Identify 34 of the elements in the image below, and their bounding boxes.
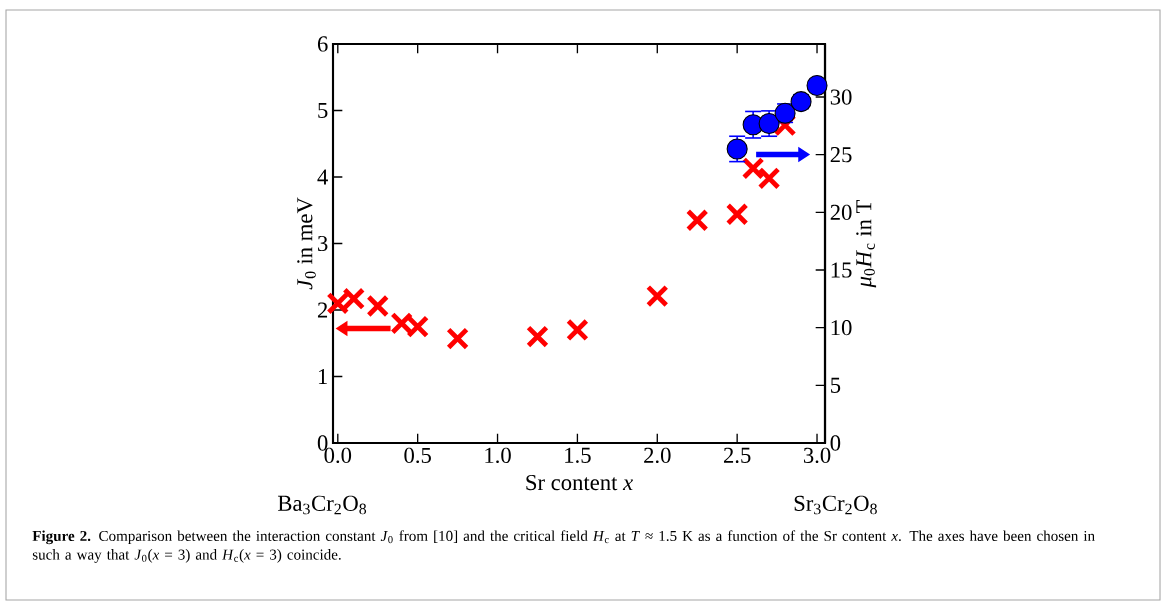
y-axis-title: J$_{0}$ in meV <box>297 197 316 290</box>
text: Sr$_{3}$Cr$_{2}$O$_{8}$ <box>794 495 877 515</box>
y2-tick-label: 25 <box>830 147 852 163</box>
x-tick-label: 3.0 <box>803 447 831 464</box>
text: Ba$_{3}$Cr$_{2}$O$_{8}$ <box>277 495 367 515</box>
y-tick-label: 2 <box>317 302 328 318</box>
x-tick-label: 2.0 <box>644 447 671 464</box>
y2-tick-label: 5 <box>831 377 841 393</box>
y2-tick-label: 20 <box>830 204 852 221</box>
y2-axis-title: μ$_{0}$H$_{c}$ in T <box>856 199 877 288</box>
y2-tick-label: 30 <box>830 89 852 105</box>
y-tick-label: 1 <box>318 369 327 384</box>
y2-tick-label: 10 <box>831 320 852 336</box>
x-tick-label: 0.5 <box>404 447 431 464</box>
x-tick-label: 1.0 <box>485 447 511 464</box>
y-tick-label: 3 <box>318 235 328 252</box>
point <box>366 294 390 318</box>
x-tick-label: 1.5 <box>565 447 591 463</box>
point <box>566 318 589 342</box>
y-tick-label: 5 <box>318 102 328 119</box>
point <box>446 327 469 350</box>
text: Figure 2. Comparison between the interaction constant J$_{0}$ from [10] and the critical field H$_{c}$ at T ≈ 1.5 K as a function of the Sr content x. The axes have been chosen in such a way that J$_{0}$(x = 3) and H$_{c}$(x = 3) coincide. <box>32 530 1095 563</box>
y2-tick-label: 0 <box>830 435 841 451</box>
point <box>685 208 709 232</box>
point <box>645 284 669 308</box>
x-axis-title: Sr content x <box>526 474 633 491</box>
y-tick-label: 4 <box>317 169 328 185</box>
point <box>741 156 765 180</box>
y-tick-label: 6 <box>317 36 328 52</box>
point <box>757 166 781 190</box>
point <box>526 325 549 348</box>
point <box>725 202 749 226</box>
y2-tick-label: 15 <box>831 262 852 278</box>
x-tick-label: 2.5 <box>723 447 751 464</box>
